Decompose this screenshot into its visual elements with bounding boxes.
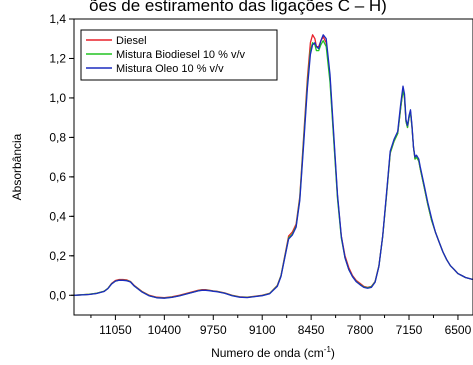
y-tick-label: 1,0 xyxy=(49,91,66,105)
x-tick-label: 9750 xyxy=(200,323,227,337)
y-tick-label: 0,0 xyxy=(49,288,66,302)
y-tick-label: 1,4 xyxy=(49,12,66,26)
x-axis-title: Numero de onda (cm-1) xyxy=(211,345,335,360)
x-tick-label: 9100 xyxy=(249,323,276,337)
x-tick-label: 7150 xyxy=(396,323,423,337)
chart-title: ões de estiramento das ligações C – H) xyxy=(89,0,387,15)
legend-entry-label: Mistura Biodiesel 10 % v/v xyxy=(116,49,245,61)
legend: Diesel Mistura Biodiesel 10 % v/v Mistura … xyxy=(80,29,278,81)
plot-frame xyxy=(73,18,473,316)
y-tick-label: 1,2 xyxy=(49,51,66,65)
x-tick-label: 8450 xyxy=(298,323,325,337)
x-tick-label: 6500 xyxy=(445,323,472,337)
y-axis: 0,0 0,2 0,4 0,6 0,8 1,0 1,2 1,4 xyxy=(49,12,74,302)
y-tick-label: 0,6 xyxy=(49,170,66,184)
x-axis: 11050 10400 9750 9100 8450 7800 7150 6500 xyxy=(90,315,472,337)
y-tick-label: 0,4 xyxy=(49,209,66,223)
legend-entry-label: Mistura Oleo 10 % v/v xyxy=(116,63,224,75)
x-axis-title-suffix: ) xyxy=(331,346,335,360)
x-tick-label: 11050 xyxy=(99,323,132,337)
legend-entry-label: Diesel xyxy=(116,35,147,47)
legend-box xyxy=(80,29,278,81)
x-tick-label: 10400 xyxy=(148,323,182,337)
y-tick-label: 0,2 xyxy=(49,249,66,263)
series-line-2 xyxy=(73,34,473,299)
plot-area xyxy=(73,34,473,299)
y-axis-title: Absorbância xyxy=(10,133,24,200)
x-tick-label: 7800 xyxy=(347,323,374,337)
x-axis-title-sup: -1 xyxy=(324,345,332,354)
x-axis-title-main: Numero de onda (cm xyxy=(211,346,324,360)
y-tick-label: 0,8 xyxy=(49,130,66,144)
